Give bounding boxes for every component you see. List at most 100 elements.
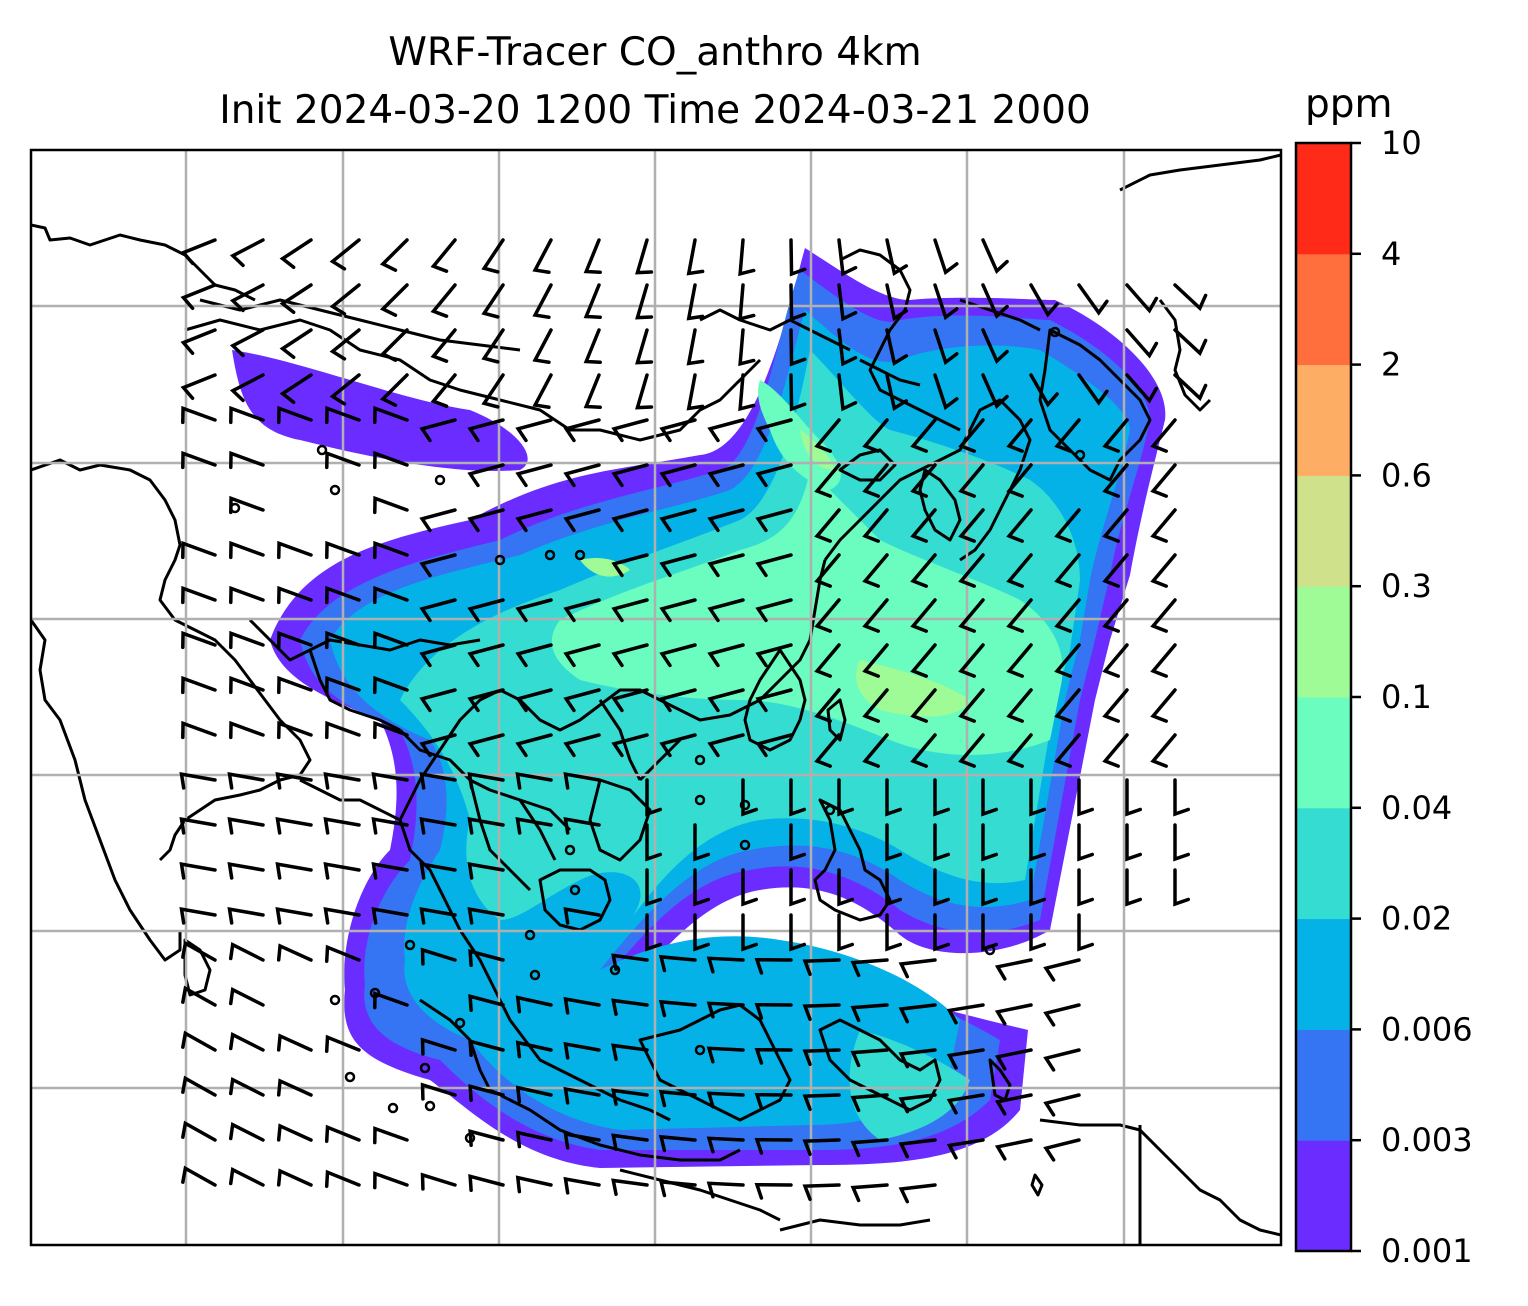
wind-barb [1006,463,1033,498]
wind-barb [755,733,793,758]
wind-barb [468,1128,505,1147]
wind-barb [885,778,902,817]
wind-barb [686,373,705,411]
wind-barb [1102,733,1129,768]
wind-barb [862,733,889,768]
wind-barb [837,778,854,817]
wind-barb [1150,733,1177,768]
wind-barb [946,1093,985,1115]
wind-barb [515,1130,553,1149]
wind-barb [898,1093,937,1114]
wind-barb [563,1131,601,1150]
wind-barb [373,675,409,695]
wind-barb [611,733,649,758]
wind-barb [467,463,505,488]
wind-barb [481,283,505,319]
wind-barb [419,733,457,758]
wind-barb [1054,598,1081,633]
wind-barb [659,553,697,578]
wind-barb [814,733,841,768]
wind-barb [1150,688,1177,723]
wind-barb [373,720,409,740]
wind-barb [933,373,959,411]
wind-barb [659,508,697,533]
calm-wind-marker [529,969,541,981]
wind-barb [181,985,217,1007]
wind-barb [563,816,601,835]
wind-barb [611,1133,649,1151]
wind-barb [515,643,553,668]
wind-barb [611,463,649,488]
wind-barb [323,906,361,925]
wind-barb [1125,283,1159,314]
wind-barb [741,778,758,817]
wind-barb [611,418,649,443]
wind-barb [837,238,858,277]
wind-barb [789,373,807,412]
wind-barb [583,283,602,320]
wind-barb [481,373,505,409]
wind-barb [467,598,505,623]
wind-barb [659,418,697,443]
wind-barb [658,1134,697,1153]
wind-barb [228,1076,265,1097]
wind-barb [611,508,649,533]
wind-barb [837,328,858,367]
wind-barb [371,816,409,835]
wind-barb [373,991,409,1010]
wind-barb [1054,418,1081,453]
colorbar-swatch [1296,1140,1351,1252]
wind-barb [468,948,505,968]
wind-barb [802,1093,841,1111]
wind-barb [1043,1093,1081,1117]
wind-barb [1029,913,1046,952]
wind-barb [707,598,745,623]
wind-barb [277,720,313,740]
wind-barb [850,1183,889,1203]
wind-barb [850,1048,889,1068]
wind-barb [179,771,217,790]
wind-barb [862,688,889,723]
wind-barb [379,238,409,272]
coastlines [31,153,1281,1245]
wind-barb [532,373,553,409]
wind-barb [658,999,697,1018]
wind-barb [885,238,909,276]
wind-barb [371,771,409,790]
wind-barb [885,283,909,321]
wind-barb [1077,823,1094,862]
wind-barb [324,1169,361,1188]
wind-barb [789,868,806,907]
wind-barb [229,720,265,740]
wind-barb [659,688,697,713]
wind-barb [515,995,553,1014]
wind-barb [373,450,409,470]
wind-barb [373,405,409,425]
calm-wind-marker [424,1100,436,1112]
wind-barb [419,418,457,443]
wind-barb [277,675,313,695]
wind-barb [1006,643,1033,678]
wind-barb [1125,868,1142,907]
wind-barb [1077,373,1109,406]
wind-barb [910,733,937,768]
wind-barb [371,861,409,880]
wind-barb [468,1173,505,1192]
wind-barb [933,238,959,276]
wind-barb [276,1123,313,1142]
wind-barb [180,283,217,310]
wind-barb [373,1171,409,1190]
wind-barb [611,998,649,1016]
wind-barb [373,585,409,605]
wind-barb [325,450,361,470]
wind-barb [228,941,265,962]
wind-barb [958,598,985,633]
wind-barb [1125,373,1159,404]
wind-barb [229,585,265,605]
wind-barb [563,906,601,925]
wind-barb [981,373,1009,410]
wind-barb [754,1002,793,1020]
wind-barb [693,868,710,907]
wind-barb [563,1086,601,1105]
wind-barb [981,328,1009,365]
